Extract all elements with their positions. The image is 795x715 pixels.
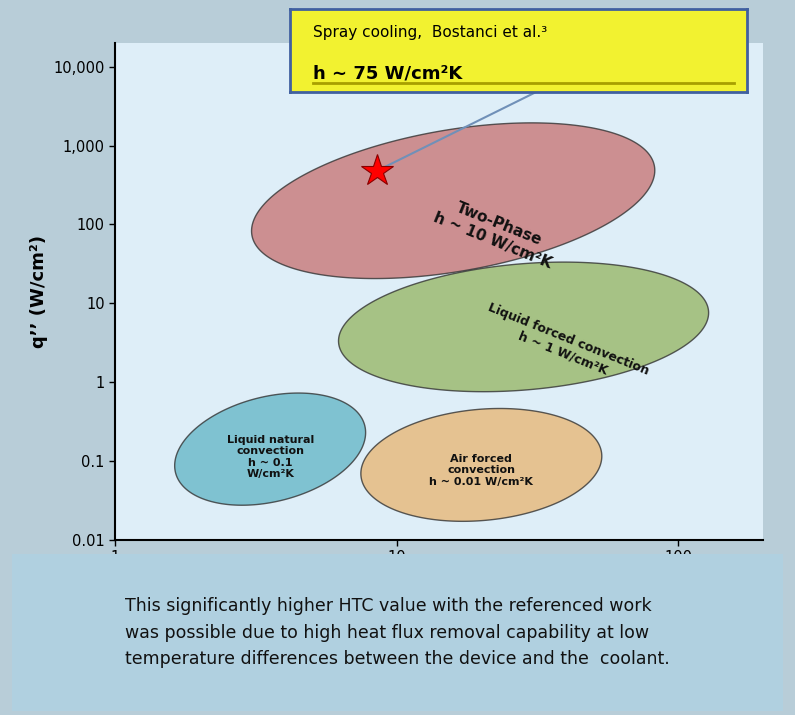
- X-axis label: ΔT (°C): ΔT (°C): [401, 571, 478, 590]
- Text: Spray cooling,  Bostanci et al.³: Spray cooling, Bostanci et al.³: [313, 25, 547, 40]
- Text: This significantly higher HTC value with the referenced work
was possible due to: This significantly higher HTC value with…: [125, 597, 670, 669]
- Text: Air forced
convection
h ~ 0.01 W/cm²K: Air forced convection h ~ 0.01 W/cm²K: [429, 454, 533, 487]
- Polygon shape: [175, 393, 366, 506]
- Text: Two-Phase
h ~ 10 W/cm²K: Two-Phase h ~ 10 W/cm²K: [431, 194, 560, 271]
- Polygon shape: [339, 262, 708, 392]
- Text: Liquid natural
convection
h ~ 0.1
W/cm²K: Liquid natural convection h ~ 0.1 W/cm²K: [227, 435, 314, 480]
- Text: h ∼ 75 W/cm²K: h ∼ 75 W/cm²K: [313, 64, 462, 82]
- Text: Liquid forced convection
h ~ 1 W/cm²K: Liquid forced convection h ~ 1 W/cm²K: [480, 301, 651, 392]
- Polygon shape: [251, 123, 655, 279]
- Polygon shape: [361, 408, 602, 521]
- Y-axis label: q’’ (W/cm²): q’’ (W/cm²): [30, 235, 48, 348]
